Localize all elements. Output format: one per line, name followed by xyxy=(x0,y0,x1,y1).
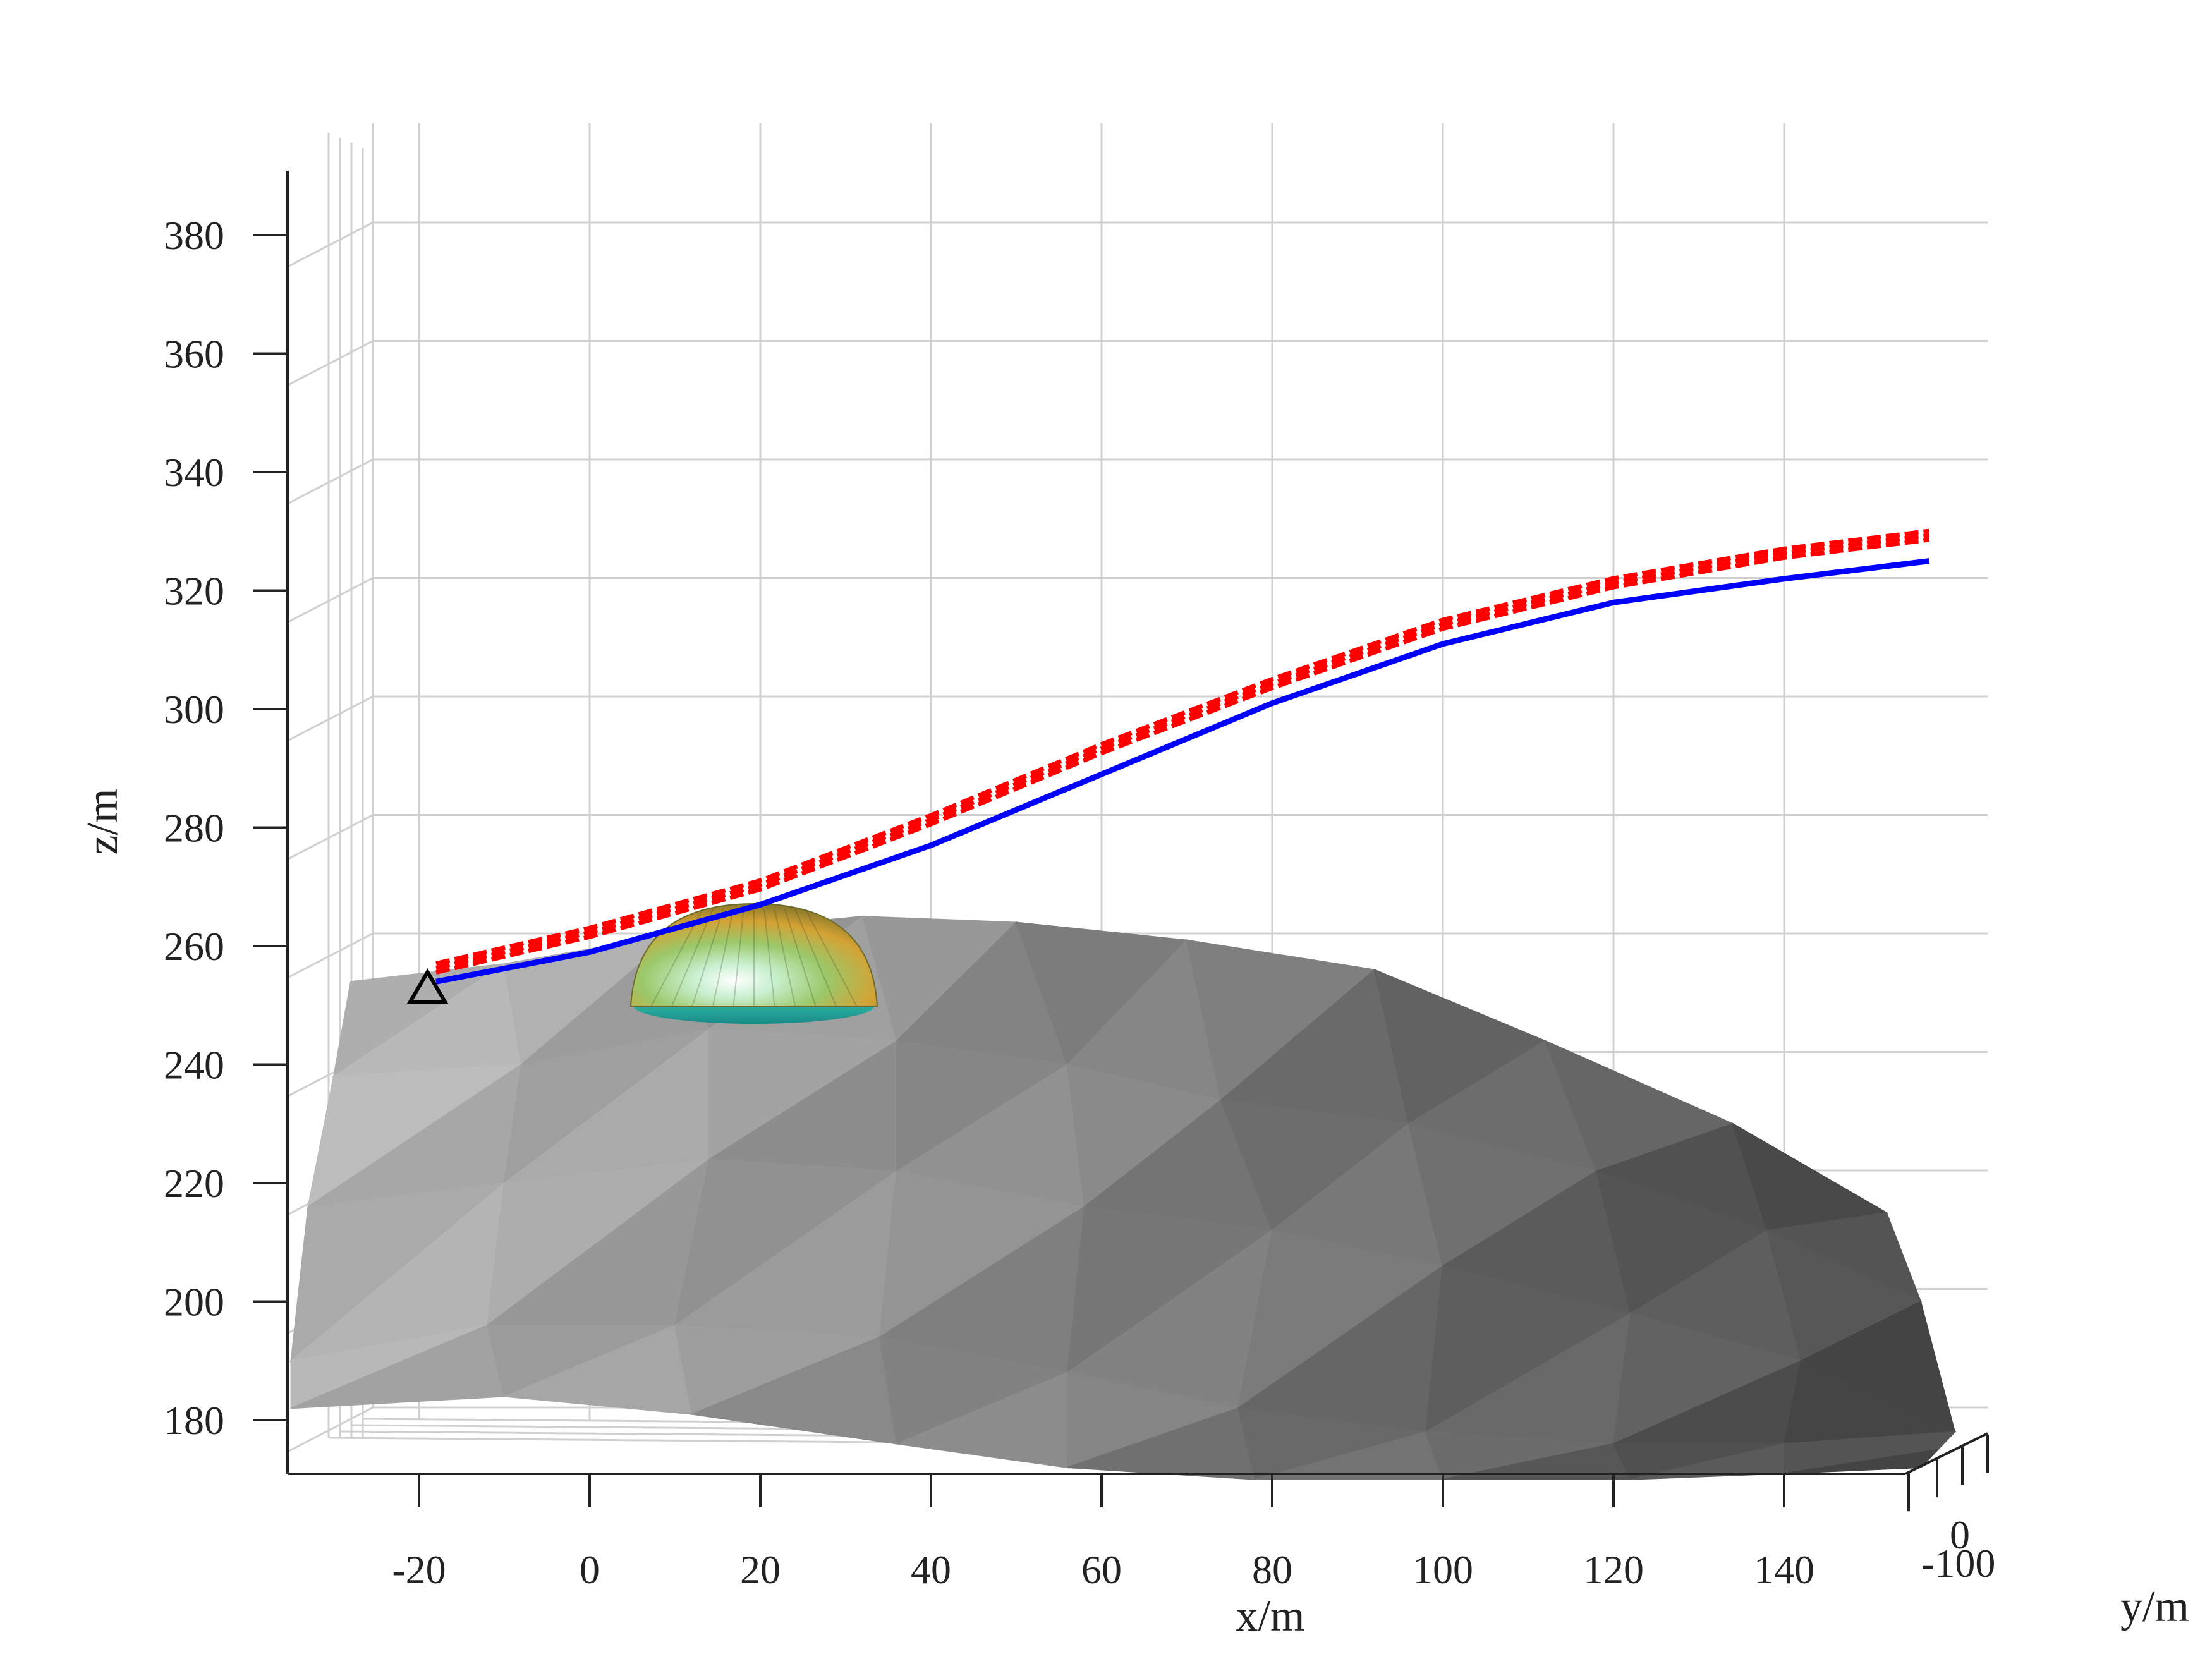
obstacle-dome-mesh xyxy=(691,908,724,1007)
obstacle-dome-mesh xyxy=(794,908,837,1007)
x-axis-label: x/m xyxy=(1236,1592,1305,1641)
obstacle-dome-mesh xyxy=(784,908,817,1007)
x-tick-label: 0 xyxy=(580,1547,600,1592)
start-marker xyxy=(406,968,449,1004)
z-tick-label: 240 xyxy=(164,1043,224,1088)
y-tick-label: -100 xyxy=(1921,1541,1995,1586)
obstacle-dome-mesh xyxy=(671,908,714,1007)
z-tick-label: 280 xyxy=(164,806,224,851)
x-tick-label: 80 xyxy=(1252,1547,1292,1592)
start-triangle-marker xyxy=(406,968,449,1004)
terrain-surface xyxy=(288,915,1957,1480)
grid-side-line xyxy=(287,340,374,386)
planned-path-strand xyxy=(435,537,1929,975)
obstacle-dome-mesh xyxy=(774,908,796,1007)
z-axis-label: z/m xyxy=(78,789,127,855)
x-tick-label: 100 xyxy=(1413,1547,1473,1592)
z-tick-label: 220 xyxy=(164,1161,224,1206)
x-tick-label: 60 xyxy=(1081,1547,1122,1592)
z-tick-label: 320 xyxy=(164,569,224,614)
y-tick-label: 0 xyxy=(1950,1512,1970,1557)
grid-side-line xyxy=(287,577,374,623)
axes xyxy=(286,171,1988,1475)
obstacle-dome-mesh xyxy=(712,908,734,1007)
actual-path-line xyxy=(435,558,1930,985)
obstacle-dome xyxy=(629,902,878,1024)
x-tick-label: 140 xyxy=(1754,1547,1814,1592)
grid-side-line xyxy=(287,695,374,742)
y-axis-line xyxy=(1905,1432,1988,1475)
z-tick-label: 200 xyxy=(164,1280,224,1325)
z-tick-label: 340 xyxy=(164,450,224,495)
y-axis-label: y/m xyxy=(2120,1583,2189,1631)
z-tick-label: 260 xyxy=(164,924,224,969)
x-tick-label: 120 xyxy=(1583,1547,1644,1592)
obstacle-dome-mesh xyxy=(805,908,858,1007)
z-tick-label: 380 xyxy=(164,213,224,258)
z-axis-ticks: 380 360 340 320 300 280 260 240 220 200 180 xyxy=(164,213,288,1443)
z-tick-label: 180 xyxy=(164,1398,224,1443)
z-tick-label: 300 xyxy=(164,687,224,732)
z-tick-label: 360 xyxy=(164,332,224,377)
x-axis-ticks: -20 0 20 40 60 80 100 120 140 xyxy=(392,1474,1814,1592)
terrain-facet xyxy=(1784,1449,1940,1474)
actual-path xyxy=(435,558,1930,985)
obstacle-dome-mesh xyxy=(732,908,744,1007)
grid-side-line xyxy=(287,221,374,268)
x-tick-label: 40 xyxy=(911,1547,951,1592)
planned-path-strand xyxy=(435,528,1929,966)
grid-side-line xyxy=(287,1406,374,1453)
obstacle-dome-mesh xyxy=(763,908,775,1007)
x-tick-label: -20 xyxy=(392,1547,446,1592)
y-axis-ticks: 0-100 xyxy=(1907,1435,1995,1586)
grid-side-line xyxy=(287,814,374,860)
grid-side-line xyxy=(287,932,374,979)
planned-path-strand xyxy=(435,533,1929,970)
grid-side-line xyxy=(287,458,374,505)
planned-path-band xyxy=(435,528,1929,975)
x-tick-label: 20 xyxy=(740,1547,781,1592)
